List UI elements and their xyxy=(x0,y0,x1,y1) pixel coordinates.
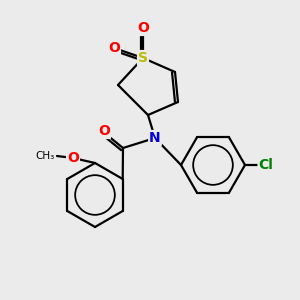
Text: O: O xyxy=(108,41,120,55)
Text: O: O xyxy=(98,124,110,138)
Text: O: O xyxy=(67,151,79,165)
Text: N: N xyxy=(149,131,161,145)
Text: CH₃: CH₃ xyxy=(36,151,55,161)
Text: Cl: Cl xyxy=(259,158,273,172)
Text: O: O xyxy=(137,21,149,35)
Text: S: S xyxy=(138,51,148,65)
